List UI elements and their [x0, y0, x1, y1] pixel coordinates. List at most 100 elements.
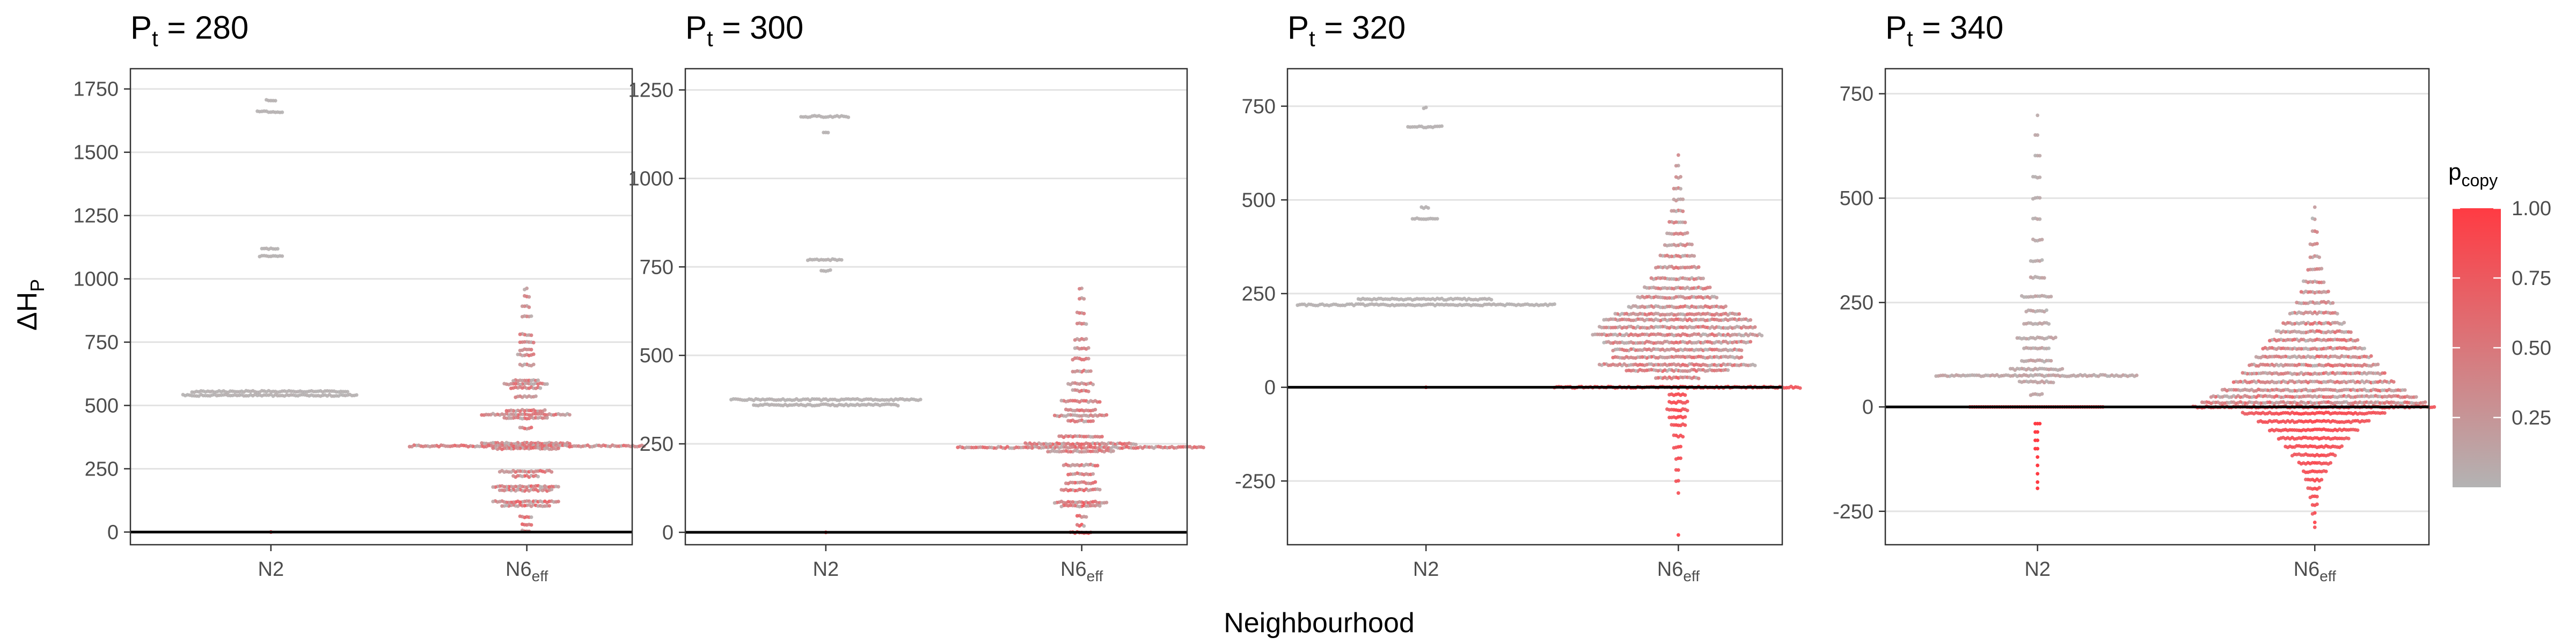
- x-tick-label-main: N2: [258, 558, 284, 581]
- data-point: [1642, 285, 1646, 289]
- data-point: [1406, 125, 1410, 129]
- data-point: [1679, 456, 1682, 460]
- data-point: [2295, 301, 2299, 305]
- data-point: [258, 254, 262, 259]
- data-point: [2281, 321, 2285, 325]
- data-point: [511, 379, 515, 383]
- data-point: [2342, 320, 2346, 325]
- data-point: [2033, 153, 2037, 158]
- data-point: [2317, 486, 2322, 490]
- data-point: [502, 382, 507, 386]
- data-point: [2306, 268, 2310, 272]
- data-point: [2019, 358, 2024, 363]
- data-point: [2031, 237, 2035, 241]
- data-point: [2038, 196, 2042, 200]
- data-point: [1748, 318, 1753, 322]
- data-point: [531, 352, 536, 356]
- data-point: [1440, 124, 1444, 128]
- data-point: [1296, 303, 1300, 308]
- data-point: [2045, 308, 2048, 312]
- data-point: [550, 487, 554, 492]
- data-point: [1726, 368, 1730, 372]
- data-point: [265, 98, 268, 102]
- data-point: [896, 404, 900, 408]
- data-point: [918, 398, 923, 401]
- data-point: [1667, 220, 1671, 224]
- panel-2: Pt = 300 0 250 500 750 1000 1250 N2 N6eff: [628, 10, 1205, 584]
- legend-title-sub: copy: [2461, 171, 2498, 190]
- data-point: [538, 386, 543, 390]
- data-point: [1410, 217, 1415, 221]
- dot-group-N2: [729, 114, 923, 535]
- data-point: [1636, 295, 1640, 299]
- data-point: [1737, 312, 1741, 316]
- data-point: [2310, 512, 2315, 516]
- data-point: [1760, 333, 1764, 338]
- data-point: [2060, 367, 2065, 371]
- data-point: [1672, 187, 1676, 191]
- y-tick-label: 500: [1840, 187, 1874, 210]
- data-point: [480, 441, 484, 445]
- data-point: [407, 444, 412, 449]
- data-point: [516, 353, 520, 356]
- data-point: [1624, 369, 1629, 373]
- data-point: [1075, 321, 1079, 326]
- data-point: [504, 409, 509, 413]
- y-tick-label: 500: [85, 395, 119, 418]
- data-point: [2022, 346, 2026, 350]
- data-point: [2029, 259, 2033, 263]
- data-point: [1672, 197, 1676, 202]
- data-point: [2355, 338, 2360, 342]
- data-point: [543, 408, 547, 412]
- data-point: [1591, 333, 1595, 337]
- panel-title-rest: = 280: [158, 10, 249, 46]
- data-point: [355, 393, 358, 397]
- data-point: [2340, 444, 2344, 448]
- data-point: [1753, 325, 1757, 329]
- data-point: [1059, 399, 1064, 402]
- data-point: [1667, 393, 1671, 397]
- data-point: [2319, 478, 2324, 482]
- panel-title-sub: t: [1309, 26, 1315, 51]
- data-point: [2304, 478, 2308, 481]
- data-point: [1066, 382, 1070, 386]
- data-point: [1073, 346, 1077, 350]
- data-point: [1086, 356, 1091, 361]
- data-point: [2248, 363, 2251, 368]
- data-point: [2329, 461, 2333, 465]
- y-tick-label: 750: [85, 332, 119, 354]
- data-point-copy: [2036, 455, 2040, 459]
- data-point: [2310, 503, 2315, 507]
- data-point-copy: [2033, 447, 2037, 451]
- data-point: [547, 504, 552, 508]
- data-point: [557, 485, 560, 489]
- data-point: [1084, 322, 1088, 326]
- data-point: [1665, 407, 1669, 411]
- data-point: [846, 115, 851, 119]
- data-point: [491, 485, 495, 489]
- data-point: [2284, 444, 2288, 449]
- data-point: [550, 470, 554, 474]
- data-point: [497, 488, 502, 492]
- y-tick-label: 1000: [628, 167, 674, 190]
- data-point: [2022, 322, 2026, 326]
- data-point: [534, 394, 538, 398]
- data-point: [1683, 393, 1687, 397]
- panel-title-main: P: [1287, 10, 1309, 46]
- data-point: [2369, 354, 2373, 358]
- data-point: [520, 304, 524, 309]
- data-point: [2038, 217, 2042, 221]
- data-point: [2241, 411, 2245, 415]
- data-point: [1093, 407, 1097, 412]
- data-point: [518, 348, 522, 353]
- data-point: [491, 500, 495, 503]
- data-point-copy: [2033, 430, 2037, 434]
- data-point: [2317, 255, 2322, 259]
- data-point: [1701, 276, 1705, 281]
- data-point: [2038, 153, 2042, 158]
- data-point: [1674, 457, 1678, 461]
- data-point: [514, 395, 518, 399]
- data-point: [500, 504, 504, 508]
- data-point: [1674, 468, 1678, 472]
